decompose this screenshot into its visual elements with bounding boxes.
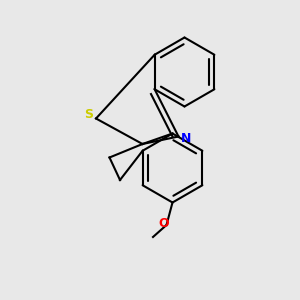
- Text: N: N: [181, 131, 191, 145]
- Text: S: S: [84, 107, 93, 121]
- Text: O: O: [158, 217, 169, 230]
